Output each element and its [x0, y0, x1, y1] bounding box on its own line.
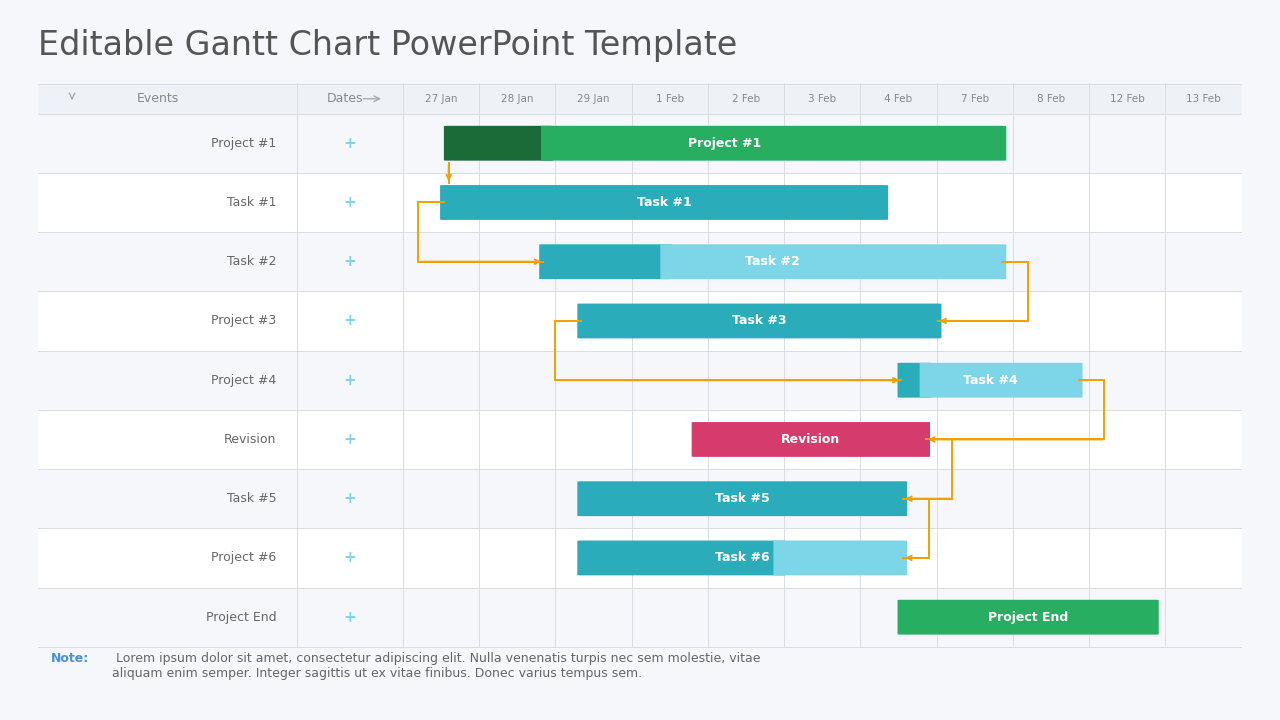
Text: Project #6: Project #6 [211, 552, 276, 564]
FancyBboxPatch shape [577, 481, 908, 516]
Bar [38, 588, 1242, 647]
Text: 29 Jan: 29 Jan [577, 94, 609, 104]
Text: Task #5: Task #5 [714, 492, 769, 505]
Bar [38, 410, 1242, 469]
Bar [38, 84, 1242, 114]
FancyBboxPatch shape [919, 363, 1083, 397]
Text: +: + [343, 373, 356, 387]
FancyBboxPatch shape [444, 126, 553, 161]
Bar [38, 528, 1242, 588]
FancyBboxPatch shape [773, 541, 908, 575]
Text: Revision: Revision [781, 433, 841, 446]
Text: +: + [343, 610, 356, 625]
Text: Task #5: Task #5 [227, 492, 276, 505]
Text: +: + [343, 551, 356, 565]
Text: Project End: Project End [988, 611, 1069, 624]
Text: Editable Gantt Chart PowerPoint Template: Editable Gantt Chart PowerPoint Template [38, 29, 737, 61]
Bar [38, 292, 1242, 351]
Text: Task #4: Task #4 [963, 374, 1018, 387]
Text: +: + [343, 254, 356, 269]
Text: Task #6: Task #6 [716, 552, 769, 564]
Bar [38, 114, 1242, 173]
Text: 8 Feb: 8 Feb [1037, 94, 1065, 104]
Text: Project #3: Project #3 [211, 315, 276, 328]
Text: Dates: Dates [326, 92, 364, 105]
FancyBboxPatch shape [660, 244, 1006, 279]
FancyBboxPatch shape [577, 304, 942, 338]
Text: Revision: Revision [224, 433, 276, 446]
Text: Lorem ipsum dolor sit amet, consectetur adipiscing elit. Nulla venenatis turpis : Lorem ipsum dolor sit amet, consectetur … [113, 652, 760, 680]
Text: 1 Feb: 1 Feb [655, 94, 684, 104]
Bar [38, 351, 1242, 410]
Text: Project #1: Project #1 [689, 137, 762, 150]
FancyBboxPatch shape [691, 422, 931, 457]
Text: +: + [343, 136, 356, 150]
FancyBboxPatch shape [539, 244, 672, 279]
Text: 3 Feb: 3 Feb [808, 94, 836, 104]
Text: 28 Jan: 28 Jan [500, 94, 534, 104]
Text: 27 Jan: 27 Jan [425, 94, 457, 104]
Text: Task #2: Task #2 [227, 255, 276, 269]
Text: 12 Feb: 12 Feb [1110, 94, 1144, 104]
Text: Events: Events [136, 92, 178, 105]
Text: 13 Feb: 13 Feb [1187, 94, 1221, 104]
Text: Task #3: Task #3 [732, 315, 787, 328]
Text: 2 Feb: 2 Feb [732, 94, 760, 104]
Bar [38, 469, 1242, 528]
Text: +: + [343, 195, 356, 210]
Text: Task #1: Task #1 [636, 196, 691, 209]
Text: Note:: Note: [51, 652, 90, 665]
FancyBboxPatch shape [541, 126, 1006, 161]
Text: 7 Feb: 7 Feb [961, 94, 989, 104]
Text: Project #4: Project #4 [211, 374, 276, 387]
Text: Project End: Project End [206, 611, 276, 624]
Bar [38, 173, 1242, 232]
Text: +: + [343, 313, 356, 328]
FancyBboxPatch shape [440, 185, 888, 220]
Text: Task #2: Task #2 [745, 255, 800, 269]
Text: Project #1: Project #1 [211, 137, 276, 150]
FancyBboxPatch shape [897, 600, 1158, 634]
Text: 4 Feb: 4 Feb [884, 94, 913, 104]
Text: +: + [343, 432, 356, 447]
FancyBboxPatch shape [577, 541, 786, 575]
Text: Task #1: Task #1 [227, 196, 276, 209]
Text: +: + [343, 491, 356, 506]
FancyBboxPatch shape [897, 363, 932, 397]
Bar [38, 232, 1242, 292]
